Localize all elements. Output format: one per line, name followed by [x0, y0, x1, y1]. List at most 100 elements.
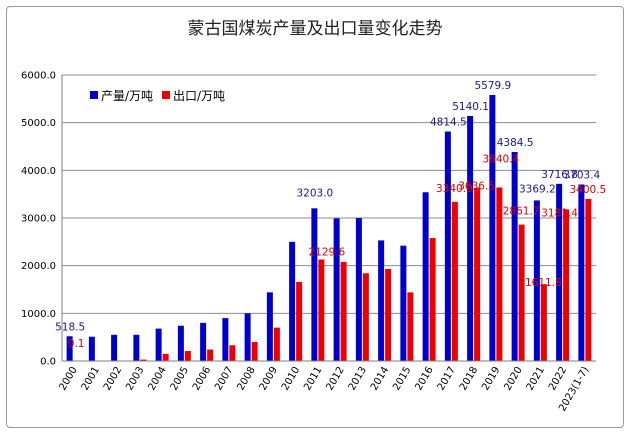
bar-production [222, 318, 229, 361]
bar-production [200, 322, 207, 361]
x-tick-label: 2021 [525, 365, 547, 393]
bar-export [207, 349, 214, 361]
y-tick-label: 4000.0 [21, 166, 56, 177]
production-data-label: 3703.4 [564, 169, 601, 181]
bars [66, 95, 592, 362]
export-data-label: 2129.6 [309, 246, 346, 258]
bar-production [266, 292, 273, 361]
chart-title: 蒙古国煤炭产量及出口量变化走势 [187, 19, 443, 39]
export-data-label: 3636.5 [458, 181, 495, 193]
bar-production [378, 240, 385, 361]
bar-export [407, 292, 414, 361]
bar-export [296, 281, 303, 361]
export-data-label: 3640.4 [483, 153, 520, 165]
bar-production [311, 208, 318, 361]
x-tick-label: 2013 [347, 365, 369, 393]
bar-production [244, 313, 251, 361]
x-tick-label: 2011 [302, 365, 324, 393]
bar-production [177, 325, 184, 361]
bar-export [273, 327, 280, 361]
x-tick-label: 2004 [146, 365, 168, 393]
bar-production [444, 131, 451, 361]
x-tick-label: 2016 [413, 365, 435, 393]
production-data-label: 3203.0 [297, 187, 334, 199]
bar-export [162, 353, 169, 361]
legend-label: 产量/万吨 [101, 89, 153, 103]
x-tick-label: 2022 [547, 365, 569, 393]
bar-export [140, 359, 147, 361]
x-tick-label: 2001 [80, 365, 102, 393]
y-tick-label: 1000.0 [21, 309, 56, 320]
x-tick-label: 2018 [458, 365, 480, 393]
export-data-label: 3181.4 [541, 207, 578, 219]
bar-production [400, 245, 407, 361]
bar-production [289, 241, 296, 361]
bar-production [111, 334, 118, 361]
production-data-label: 3716.8 [541, 169, 578, 181]
y-tick-label: 6000.0 [21, 71, 56, 82]
x-axis-ticks: 2000 2001 2002 2003 2004 2005 2006 2007 2008 2009… [57, 365, 591, 414]
legend-swatch [90, 91, 98, 99]
bar-production [133, 334, 140, 361]
bar-production [467, 115, 474, 362]
bar-production [511, 152, 518, 361]
bar-export [318, 259, 325, 361]
y-tick-label: 3000.0 [21, 214, 56, 225]
export-data-label: 0.1 [68, 338, 85, 350]
export-data-label: 3400.5 [570, 184, 607, 196]
bar-export [540, 284, 547, 361]
bar-export [474, 187, 481, 361]
y-axis-ticks: 0.0 1000.0 2000.0 3000.0 4000.0 5000.0 6000.0 [21, 71, 56, 368]
bar-export [184, 350, 191, 361]
x-tick-label: 2009 [258, 365, 280, 393]
bar-export [251, 341, 258, 361]
bar-export [385, 269, 392, 361]
bar-production [578, 184, 585, 361]
production-data-label: 4384.5 [497, 137, 534, 149]
bar-production [533, 200, 540, 361]
y-tick-label: 5000.0 [21, 118, 56, 129]
bar-export [518, 224, 525, 361]
export-data-label: 2861.7 [503, 206, 540, 218]
x-tick-label: 2002 [102, 365, 124, 393]
x-tick-label: 2003 [124, 365, 146, 393]
production-data-label: 3369.2 [519, 183, 556, 195]
bar-production [355, 218, 362, 361]
gridlines [62, 74, 596, 314]
bar-export [496, 187, 503, 361]
x-tick-label: 2005 [169, 365, 191, 393]
bar-production [155, 328, 162, 361]
bar-production [489, 95, 496, 361]
x-tick-label: 2000 [57, 365, 79, 393]
export-data-label: 3340.0 [436, 183, 473, 195]
x-tick-label: 2014 [369, 365, 391, 393]
x-tick-label: 2017 [436, 365, 458, 393]
bar-export [451, 201, 458, 361]
bar-export [229, 345, 236, 361]
production-data-label: 4814.5 [430, 117, 467, 129]
bar-export [429, 238, 436, 361]
production-data-label: 518.5 [55, 321, 85, 333]
bar-production [556, 183, 563, 361]
x-tick-label: 2007 [213, 365, 235, 393]
x-tick-label: 2008 [235, 365, 257, 393]
export-data-label: 1611.8 [525, 277, 562, 289]
production-data-label: 5579.9 [475, 80, 512, 92]
legend-swatch [162, 91, 170, 99]
bar-export [362, 273, 369, 361]
bar-production [66, 336, 73, 361]
y-tick-label: 0.0 [40, 357, 56, 368]
legend-label: 出口/万吨 [173, 89, 225, 103]
x-tick-label: 2019 [480, 365, 502, 393]
x-tick-label: 2015 [391, 365, 413, 393]
bar-export [340, 261, 347, 361]
bar-production [333, 218, 340, 361]
bar-export [563, 209, 570, 361]
x-tick-label: 2006 [191, 365, 213, 393]
bar-export [585, 198, 592, 361]
x-tick-label: 2010 [280, 365, 302, 393]
bar-production [88, 336, 95, 361]
x-tick-label: 2012 [324, 365, 346, 393]
x-tick-label: 2020 [502, 365, 524, 393]
